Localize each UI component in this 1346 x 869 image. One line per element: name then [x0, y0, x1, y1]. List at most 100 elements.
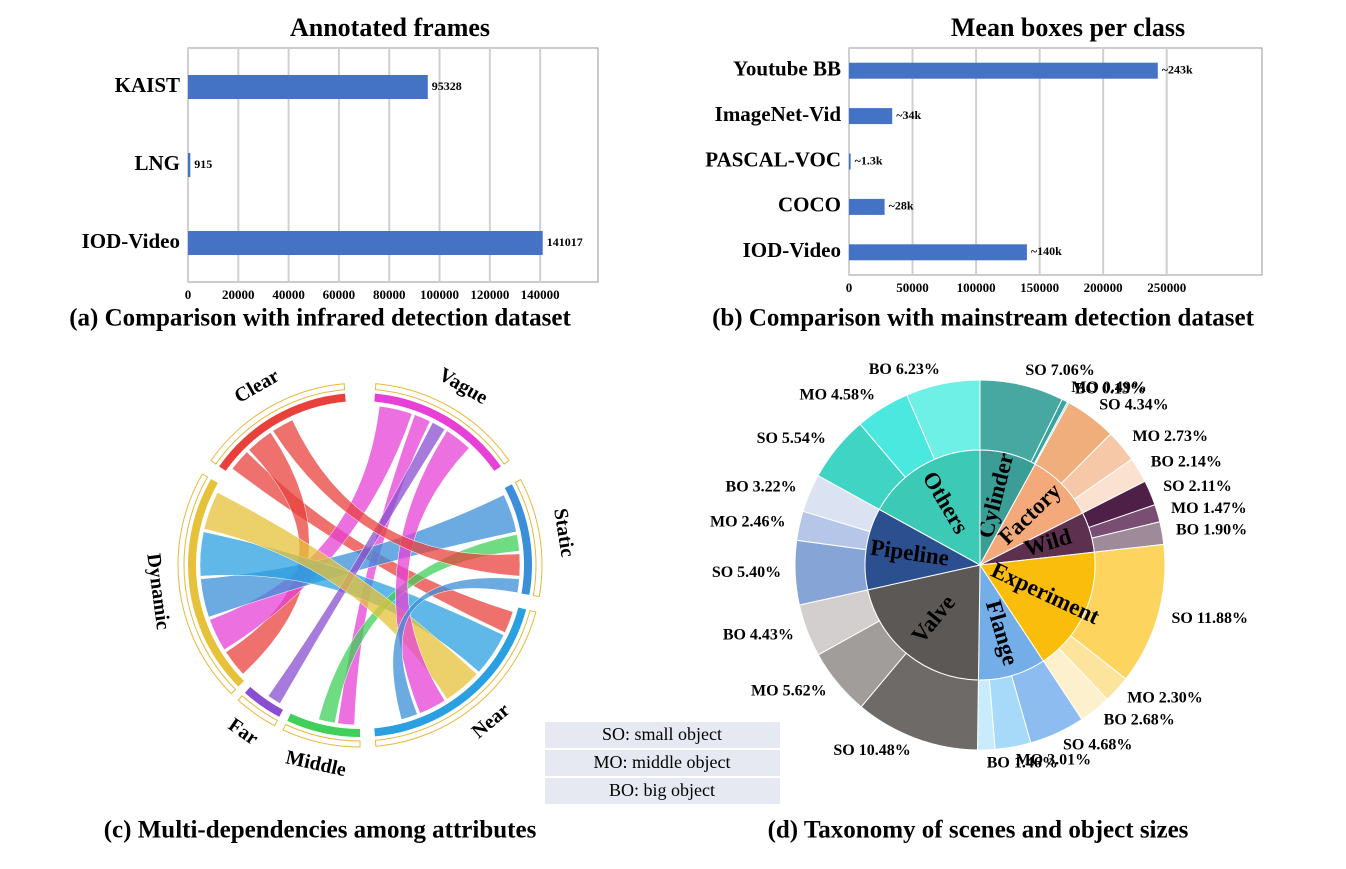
chord-arc: [244, 686, 284, 717]
chart-title: Mean boxes per class: [951, 13, 1185, 42]
x-tick-label: 80000: [373, 287, 406, 302]
chord-arc-outer: [210, 383, 346, 465]
segment-label: BO 2.68%: [1104, 712, 1175, 729]
segment-label: SO 10.48%: [833, 742, 910, 759]
chord-arc: [188, 479, 245, 687]
chord-ribbon: [209, 405, 413, 651]
data-label: ~140k: [1031, 244, 1062, 258]
y-tick-label: PASCAL-VOC: [705, 147, 841, 171]
bar: [188, 153, 191, 177]
x-tick-label: 40000: [272, 287, 305, 302]
legend-text: SO: small object: [602, 724, 722, 744]
x-tick-label: 100000: [420, 287, 459, 302]
segment-label: BO 6.23%: [869, 361, 940, 378]
chord-arc-outer: [282, 723, 361, 748]
caption: (a) Comparison with infrared detection d…: [69, 305, 571, 332]
data-label: ~1.3k: [855, 153, 883, 167]
chord-arc-outer: [374, 609, 537, 747]
plot-frame: [848, 47, 1263, 276]
y-tick-label: COCO: [778, 193, 841, 217]
legend-text: BO: big object: [609, 780, 715, 800]
segment-label: MO 2.46%: [710, 513, 786, 530]
legend-text: MO: middle object: [594, 752, 731, 772]
x-tick-label: 50000: [896, 280, 929, 295]
segment-label: MO 2.30%: [1127, 690, 1203, 707]
data-label: 95328: [432, 79, 462, 93]
segment-label: SO 5.54%: [757, 430, 826, 447]
chord-ribbon: [200, 494, 517, 618]
x-tick-label: 200000: [1084, 280, 1123, 295]
x-tick-label: 0: [185, 287, 192, 302]
x-tick-label: 100000: [957, 280, 996, 295]
segment-label: MO 4.58%: [799, 387, 875, 404]
x-tick-label: 140000: [521, 287, 560, 302]
caption: (b) Comparison with mainstream detection…: [712, 305, 1255, 332]
x-tick-label: 0: [846, 280, 853, 295]
x-tick-label: 20000: [222, 287, 255, 302]
chord-ribbon: [199, 531, 505, 673]
chord-arc-outer: [374, 383, 510, 465]
chord-label: Dynamic: [142, 552, 174, 631]
x-tick-label: 150000: [1020, 280, 1059, 295]
chord-arc: [219, 393, 346, 471]
segment-label: MO 3.01%: [1016, 751, 1092, 768]
y-tick-label: ImageNet-Vid: [715, 102, 842, 126]
chord-arc: [287, 713, 360, 737]
y-tick-label: Youtube BB: [733, 57, 841, 81]
data-label: 141017: [547, 235, 583, 249]
segment-label: SO 11.88%: [1171, 610, 1247, 627]
chord-label: Clear: [231, 365, 283, 408]
y-tick-label: IOD-Video: [743, 238, 841, 262]
chart-title: Annotated frames: [290, 13, 490, 42]
bar: [849, 153, 851, 170]
bar: [188, 75, 428, 99]
x-tick-label: 120000: [470, 287, 509, 302]
segment-label: MO 0.49%: [1071, 379, 1147, 396]
data-label: ~34k: [896, 108, 921, 122]
y-tick-label: IOD-Video: [82, 229, 180, 253]
chord-label: Far: [224, 714, 262, 750]
segment-label: BO 1.90%: [1176, 521, 1247, 538]
bar: [849, 198, 885, 215]
caption: (d) Taxonomy of scenes and object sizes: [768, 817, 1189, 844]
segment-label: BO 2.14%: [1151, 454, 1222, 471]
segment-label: MO 2.73%: [1132, 428, 1208, 445]
chord-ribbon: [392, 577, 520, 720]
segment-label: SO 4.34%: [1099, 396, 1168, 413]
chord-label: Static: [549, 507, 578, 559]
segment-label: MO 5.62%: [751, 682, 827, 699]
chord-arc: [374, 607, 527, 737]
bar: [849, 244, 1027, 261]
data-label: ~28k: [889, 199, 914, 213]
chord-label: Vague: [435, 364, 492, 409]
bar: [188, 231, 543, 255]
segment-label: BO 4.43%: [723, 626, 794, 643]
chord-arc: [504, 484, 532, 595]
chord-arc-outer: [514, 478, 543, 598]
bar: [849, 108, 893, 125]
data-label: 915: [194, 157, 212, 171]
inner-segment: [878, 449, 981, 566]
legend-box: [545, 778, 780, 804]
chord-arc-outer: [177, 473, 237, 695]
legend-box: [545, 750, 780, 776]
chord-ribbon: [395, 430, 470, 714]
caption: (c) Multi-dependencies among attributes: [104, 817, 537, 844]
segment-label: BO 1.46%: [987, 755, 1058, 772]
y-tick-label: LNG: [134, 151, 180, 175]
chord-ribbon: [272, 419, 521, 577]
bar: [849, 62, 1158, 79]
chord-label: Middle: [284, 746, 349, 781]
chord-label: Near: [468, 699, 515, 743]
segment-label: BO 0.13%: [1075, 381, 1146, 398]
segment-label: SO 7.06%: [1025, 362, 1094, 379]
segment-label: SO 5.40%: [712, 564, 781, 581]
segment-label: SO 4.68%: [1063, 737, 1132, 754]
chord-arc-outer: [237, 695, 279, 727]
chord-arc: [374, 393, 501, 471]
x-tick-label: 250000: [1147, 280, 1186, 295]
x-tick-label: 60000: [323, 287, 356, 302]
legend-box: [545, 722, 780, 748]
segment-label: SO 2.11%: [1163, 478, 1231, 495]
